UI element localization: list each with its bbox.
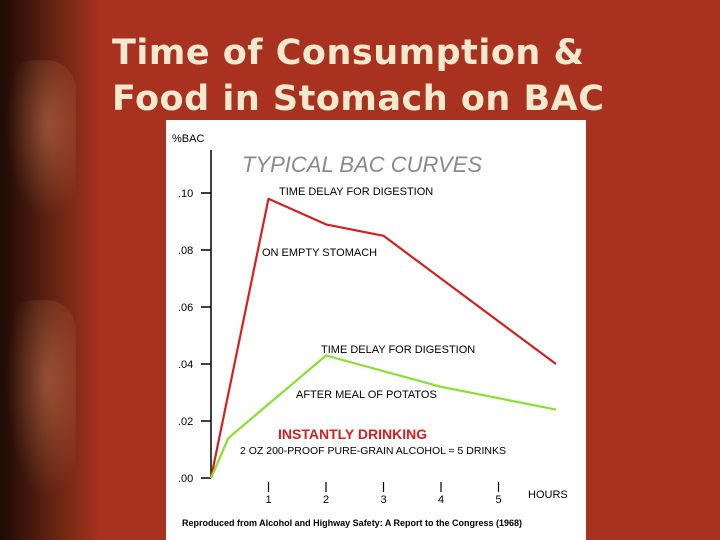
- glass-image: [6, 300, 76, 500]
- chart-title: TYPICAL BAC CURVES: [242, 152, 482, 177]
- glass-image: [6, 60, 76, 220]
- series-label-meal-top: TIME DELAY FOR DIGESTION: [321, 344, 475, 356]
- y-tick-label: .06: [178, 302, 193, 314]
- series-lines: [209, 197, 557, 479]
- bac-chart: %BAC TYPICAL BAC CURVES .00 .02 .04 .06 .08.…: [172, 133, 568, 528]
- x-tick-label: 2: [323, 494, 329, 506]
- x-axis-label: HOURS: [528, 489, 568, 501]
- y-axis-label: %BAC: [172, 133, 204, 145]
- title-line: Time of Consumption &: [112, 33, 585, 73]
- x-ticks: 1 2 3 4 5: [266, 482, 502, 506]
- dose-label: 2 OZ 200-PROOF PURE-GRAIN ALCOHOL = 5 DR…: [240, 445, 506, 457]
- y-ticks: .00 .02 .04 .06 .08 .10: [178, 188, 211, 485]
- y-tick-label: .08: [178, 245, 193, 257]
- source-caption: Reproduced from Alcohol and Highway Safe…: [182, 518, 522, 528]
- x-tick-label: 3: [381, 494, 387, 506]
- x-tick-label: 1: [266, 494, 272, 506]
- bac-chart-figure: %BAC TYPICAL BAC CURVES .00 .02 .04 .06 .08.…: [166, 120, 586, 540]
- slide-title: Time of Consumption & Food in Stomach on…: [112, 30, 712, 122]
- y-tick-label: .02: [178, 416, 193, 428]
- series-line-empty-stomach: [209, 197, 557, 479]
- series-label-empty-bottom: ON EMPTY STOMACH: [262, 247, 377, 259]
- x-tick-label: 4: [438, 494, 444, 506]
- series-label-empty-top: TIME DELAY FOR DIGESTION: [279, 186, 433, 198]
- decorative-side-band: [0, 0, 100, 540]
- series-label-meal-bottom: AFTER MEAL OF POTATOS: [296, 389, 437, 401]
- title-line: Food in Stomach on BAC: [112, 79, 605, 119]
- y-tick-label: .04: [178, 359, 193, 371]
- series-line-after-meal: [209, 354, 557, 479]
- y-tick-label: .00: [178, 473, 193, 485]
- y-tick-label: .10: [178, 188, 193, 200]
- instantly-drinking-label: INSTANTLY DRINKING: [278, 426, 427, 442]
- x-tick-label: 5: [496, 494, 502, 506]
